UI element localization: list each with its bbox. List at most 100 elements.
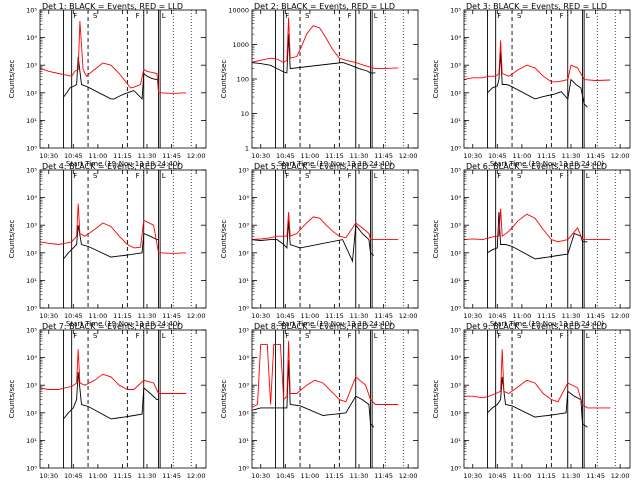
panel-det-2: F S F L 10:30 10:45 11:00 11:15 11:30 11:45 12:00 1… (220, 2, 419, 168)
x-tick-label: 11:45 (162, 312, 181, 320)
panel-det-1: F S F L 10:30 10:45 11:00 11:15 11:30 11:45 12:00 1… (8, 2, 207, 168)
event-marker-label: F (136, 172, 140, 180)
y-axis-label: Counts/sec (220, 220, 228, 259)
event-marker-label: S (305, 172, 310, 180)
lld-line (252, 17, 399, 70)
lld-line (464, 40, 611, 83)
x-tick-label: 12:00 (611, 472, 630, 480)
x-tick-label: 10:30 (251, 152, 270, 160)
y-axis-label: Counts/sec (220, 60, 228, 99)
y-tick-label: 10⁴ (26, 34, 37, 42)
event-marker-label: L (162, 332, 166, 340)
x-tick-label: 11:30 (562, 152, 581, 160)
y-tick-label: 10³ (450, 382, 461, 390)
event-marker-label: F (348, 12, 352, 20)
y-axis-label: Counts/sec (8, 220, 16, 259)
x-tick-label: 11:15 (537, 312, 556, 320)
event-marker-label: S (517, 332, 522, 340)
y-tick-label: 10² (26, 89, 37, 97)
event-marker-label: F (136, 332, 140, 340)
event-marker-label: S (93, 12, 98, 20)
event-marker-label: F (285, 12, 289, 20)
x-tick-label: 11:30 (350, 472, 369, 480)
x-tick-label: 11:00 (301, 472, 320, 480)
panel-title: Det 9: BLACK = Events, RED = LLD (466, 322, 607, 331)
y-tick-label: 10⁵ (450, 327, 461, 335)
x-tick-label: 12:00 (611, 312, 630, 320)
x-axis-label: Start Time (19-Nov-13 10:24:40) (490, 320, 604, 328)
y-tick-label: 10⁴ (26, 354, 37, 362)
plot-frame (463, 9, 631, 149)
x-tick-label: 10:45 (488, 472, 507, 480)
events-line (252, 360, 375, 428)
events-line (487, 51, 588, 108)
x-axis-label: Start Time (19-Nov-13 10:24:40) (490, 160, 604, 168)
x-tick-label: 11:45 (586, 312, 605, 320)
event-marker-label: S (305, 12, 310, 20)
y-tick-label: 10⁵ (26, 7, 37, 15)
events-line (487, 211, 588, 260)
y-tick-label: 10¹ (450, 117, 461, 125)
events-line (252, 34, 376, 74)
event-marker-label: F (560, 332, 564, 340)
event-marker-label: F (348, 172, 352, 180)
event-marker-label: F (348, 332, 352, 340)
x-axis-label: Start Time (19-Nov-13 10:24:40) (66, 320, 180, 328)
x-tick-label: 10:30 (251, 312, 270, 320)
plot-frame (39, 329, 207, 469)
x-tick-label: 11:00 (301, 152, 320, 160)
lld-line (252, 340, 399, 408)
y-tick-label: 10⁰ (26, 465, 37, 473)
panel-title: Det 4: BLACK = Events, RED = LLD (42, 162, 183, 171)
x-tick-label: 11:15 (537, 152, 556, 160)
y-tick-label: 10³ (26, 62, 37, 70)
x-tick-label: 11:30 (138, 312, 157, 320)
x-tick-label: 11:30 (138, 472, 157, 480)
x-tick-label: 10:45 (64, 312, 83, 320)
x-tick-label: 10:45 (276, 312, 295, 320)
x-tick-label: 10:30 (39, 472, 58, 480)
x-tick-label: 12:00 (399, 312, 418, 320)
event-marker-label: F (497, 172, 501, 180)
x-tick-label: 10:30 (463, 152, 482, 160)
panel-title: Det 7: BLACK = Events, RED = LLD (42, 322, 183, 331)
event-marker-label: L (374, 12, 378, 20)
event-marker-label: F (285, 332, 289, 340)
y-tick-label: 10⁰ (450, 465, 461, 473)
y-tick-label: 10⁵ (238, 327, 249, 335)
event-marker-label: S (93, 172, 98, 180)
x-tick-label: 10:45 (64, 472, 83, 480)
x-axis-label: Start Time (19-Nov-13 10:24:40) (278, 160, 392, 168)
y-axis-label: Counts/sec (432, 220, 440, 259)
y-tick-label: 10¹ (450, 437, 461, 445)
panel-det-7: F S F L 10:30 10:45 11:00 11:15 11:30 11:45 12:00 1… (8, 322, 207, 480)
x-tick-label: 12:00 (399, 152, 418, 160)
event-marker-label: L (162, 172, 166, 180)
plot-frame (251, 169, 419, 309)
x-axis-label: Start Time (19-Nov-13 10:24:40) (66, 160, 180, 168)
x-tick-label: 11:00 (89, 152, 108, 160)
plot-frame (463, 169, 631, 309)
x-tick-label: 10:45 (276, 152, 295, 160)
x-tick-label: 11:30 (562, 472, 581, 480)
x-tick-label: 11:45 (374, 312, 393, 320)
event-marker-label: F (73, 172, 77, 180)
y-tick-label: 10⁰ (238, 465, 249, 473)
x-tick-label: 12:00 (187, 472, 206, 480)
y-tick-label: 10³ (450, 222, 461, 230)
panel-det-8: F S F L 10:30 10:45 11:00 11:15 11:30 11:45 12:00 1… (220, 322, 419, 480)
y-tick-label: 10⁴ (450, 354, 461, 362)
panel-det-9: F S F L 10:30 10:45 11:00 11:15 11:30 11:45 12:00 1… (432, 322, 631, 480)
y-axis-label: Counts/sec (432, 380, 440, 419)
panel-title: Det 2: BLACK = Events, RED = LLD (254, 2, 395, 11)
x-tick-label: 11:15 (113, 312, 132, 320)
x-axis-label: Start Time (19-Nov-13 10:24:40) (278, 320, 392, 328)
event-marker-label: L (586, 172, 590, 180)
y-tick-label: 1 (245, 145, 249, 153)
x-tick-label: 11:45 (162, 472, 181, 480)
x-tick-label: 11:45 (374, 152, 393, 160)
event-marker-label: S (93, 332, 98, 340)
x-tick-label: 11:45 (162, 152, 181, 160)
